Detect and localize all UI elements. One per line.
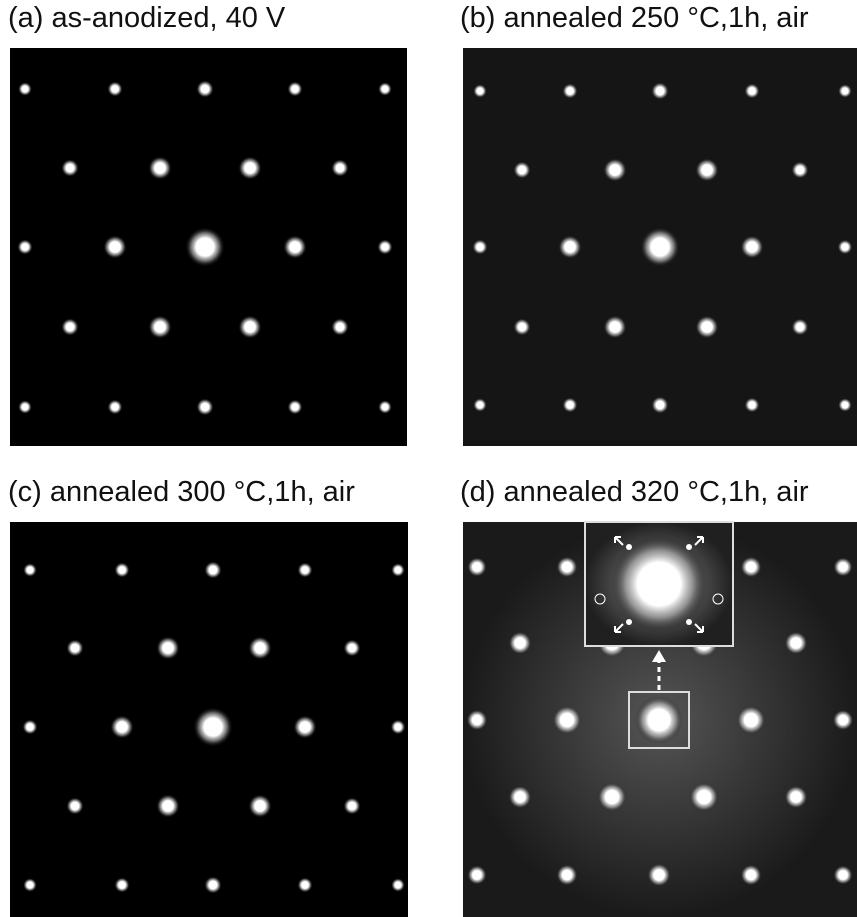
diffraction-spot: [838, 84, 852, 98]
diffraction-spot: [473, 398, 487, 412]
inset-center-spot: [611, 536, 707, 632]
diffraction-spot: [17, 239, 33, 255]
diffraction-spot: [343, 797, 360, 814]
diffraction-spot: [238, 156, 262, 180]
diffraction-spot: [689, 782, 719, 812]
diffraction-spot: [391, 563, 405, 577]
diffraction-spot: [148, 315, 172, 339]
diffraction-spot: [331, 318, 349, 336]
diffraction-spot: [791, 161, 808, 178]
diffraction-spot: [390, 719, 405, 734]
diffraction-spot: [61, 159, 79, 177]
inset-satellite-spot: [626, 619, 632, 625]
diffraction-spot: [287, 399, 302, 414]
inset-satellite-spot: [626, 544, 632, 550]
diffraction-spot: [103, 235, 127, 259]
diffraction-spot: [18, 400, 32, 414]
diffraction-spot: [110, 715, 134, 739]
diffraction-spot: [293, 715, 317, 739]
diffraction-spot: [651, 396, 669, 414]
diffraction-spot: [784, 785, 808, 809]
diffraction-spot: [107, 81, 122, 96]
diffraction-spot: [466, 709, 487, 730]
inset-satellite-spot: [686, 544, 692, 550]
diffraction-spot: [23, 878, 37, 892]
diffraction-spot: [204, 561, 222, 579]
figure: (a) as-anodized, 40 V (b) annealed 250 °…: [0, 0, 857, 917]
diffraction-spot: [833, 557, 853, 577]
diffraction-spot: [603, 158, 627, 182]
diffraction-spot: [283, 235, 307, 259]
diffraction-spot: [331, 159, 349, 177]
diffraction-spot: [193, 707, 233, 747]
diffraction-spot: [114, 877, 129, 892]
diffraction-spot: [61, 318, 79, 336]
diffraction-spot: [558, 235, 582, 259]
diffraction-spot: [472, 239, 488, 255]
diffraction-spot: [196, 80, 214, 98]
inset-satellite-spot: [686, 619, 692, 625]
diffraction-spot: [647, 863, 671, 887]
diffraction-spot: [248, 636, 272, 660]
diffraction-spot: [695, 158, 719, 182]
diffraction-spot: [833, 865, 853, 885]
diffraction-spot: [740, 235, 764, 259]
diffraction-spot: [744, 397, 759, 412]
diffraction-spot: [640, 227, 680, 267]
diffraction-spot: [695, 315, 719, 339]
diffraction-spot: [552, 705, 582, 735]
diffraction-spot: [556, 864, 578, 886]
diffraction-spot: [343, 639, 360, 656]
diffraction-spot: [22, 719, 37, 734]
diffraction-spot: [513, 318, 530, 335]
diffraction-spot: [287, 81, 302, 96]
diffraction-spot: [156, 636, 180, 660]
diffraction-spot: [651, 82, 669, 100]
diffraction-spot: [562, 397, 577, 412]
diffraction-spot: [204, 876, 222, 894]
diffraction-spot: [18, 82, 32, 96]
diffraction-spot: [297, 562, 312, 577]
diffraction-spot: [837, 239, 852, 254]
diffraction-spot: [23, 563, 37, 577]
diffraction-spot: [378, 400, 392, 414]
diffraction-spot: [832, 709, 853, 730]
diffraction-spot: [156, 794, 180, 818]
diffraction-spot: [736, 705, 766, 735]
diffraction-spot: [248, 794, 272, 818]
diffraction-spot: [740, 556, 762, 578]
diffraction-spot: [508, 785, 532, 809]
diffraction-spot: [391, 878, 405, 892]
diffraction-spot: [508, 631, 532, 655]
diffraction-spot: [107, 399, 122, 414]
diffraction-spot: [603, 315, 627, 339]
diffraction-spot: [377, 239, 393, 255]
diffraction-spot: [784, 631, 808, 655]
diffraction-spot: [467, 865, 487, 885]
diffraction-spot: [148, 156, 172, 180]
diffraction-spot: [66, 797, 84, 815]
diffraction-spot: [791, 318, 808, 335]
diffraction-spot: [635, 696, 683, 744]
diffraction-spot: [297, 877, 312, 892]
diffraction-spot: [597, 782, 627, 812]
diffraction-spot: [838, 398, 852, 412]
diffraction-spot: [562, 83, 578, 99]
diffraction-patterns: [0, 0, 857, 917]
diffraction-spot: [114, 562, 130, 578]
diffraction-spot: [66, 639, 84, 657]
diffraction-spot: [556, 556, 578, 578]
diffraction-spot: [185, 227, 225, 267]
diffraction-spot: [740, 864, 762, 886]
diffraction-spot: [467, 557, 487, 577]
diffraction-spot: [513, 161, 531, 179]
diffraction-spot: [744, 83, 760, 99]
diffraction-spot: [238, 315, 262, 339]
diffraction-spot: [378, 82, 392, 96]
diffraction-spot: [196, 398, 213, 415]
diffraction-spot: [473, 84, 487, 98]
